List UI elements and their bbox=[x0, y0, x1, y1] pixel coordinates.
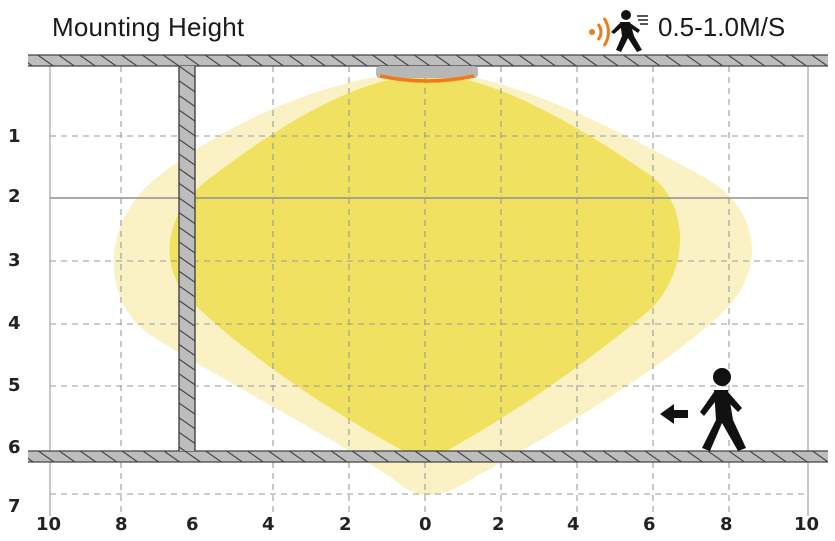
page-title: Mounting Height bbox=[52, 12, 245, 42]
ceiling-slab bbox=[28, 54, 828, 67]
x-tick: 2 bbox=[492, 514, 505, 535]
y-tick: 3 bbox=[8, 250, 21, 271]
y-tick: 6 bbox=[8, 437, 21, 458]
x-tick: 10 bbox=[794, 514, 820, 535]
walking-person-icon bbox=[611, 10, 648, 52]
x-tick: 4 bbox=[567, 514, 580, 535]
x-tick: 2 bbox=[339, 514, 352, 535]
speed-label: 0.5-1.0M/S bbox=[658, 12, 786, 42]
x-tick: 10 bbox=[36, 514, 62, 535]
x-tick: 4 bbox=[262, 514, 275, 535]
y-tick: 2 bbox=[8, 186, 21, 207]
arrow-left-icon bbox=[660, 404, 688, 424]
grid bbox=[49, 66, 809, 516]
y-tick: 1 bbox=[8, 126, 21, 147]
ceiling-sensor bbox=[376, 66, 478, 83]
y-tick: 7 bbox=[8, 496, 21, 517]
floor-slab bbox=[28, 450, 828, 463]
x-tick: 0 bbox=[419, 514, 432, 535]
x-tick: 6 bbox=[643, 514, 656, 535]
y-tick: 5 bbox=[8, 375, 21, 396]
motion-wave-icon bbox=[589, 17, 610, 47]
walking-person-icon bbox=[700, 368, 746, 451]
y-tick: 4 bbox=[8, 313, 21, 334]
x-tick: 8 bbox=[115, 514, 128, 535]
wall bbox=[178, 66, 196, 451]
x-tick: 8 bbox=[720, 514, 733, 535]
x-tick: 6 bbox=[186, 514, 199, 535]
